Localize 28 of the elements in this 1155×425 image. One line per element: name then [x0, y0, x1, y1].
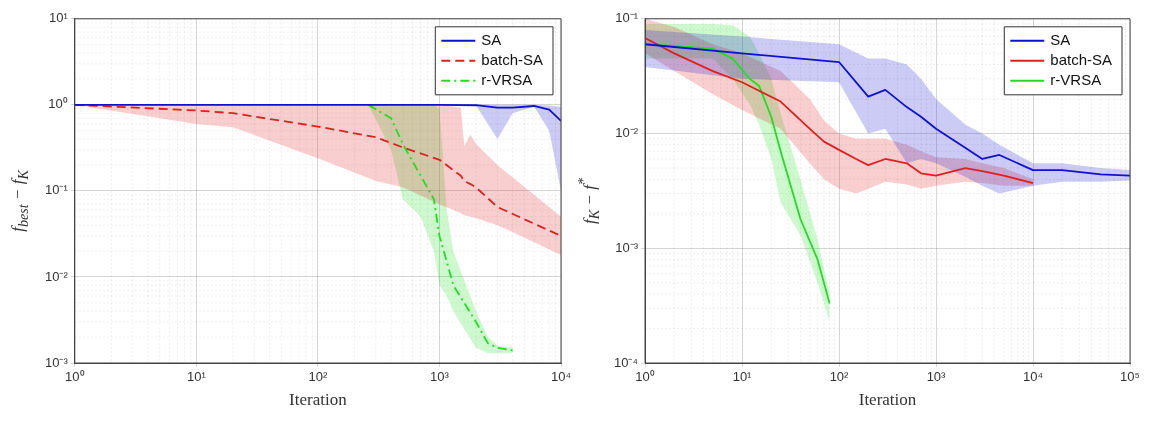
y-tick-label: 10⁻¹: [44, 182, 69, 198]
legend-label: r-VRSA: [1050, 70, 1102, 88]
legend-label: SA: [1050, 30, 1071, 48]
y-tick-label: 10⁻²: [615, 125, 639, 141]
legend-label: r-VRSA: [481, 70, 533, 88]
legend-label: batch-SA: [1050, 50, 1112, 68]
y-tick-label: 10⁻³: [44, 354, 69, 370]
y-tick-label: 10⁻⁴: [614, 354, 639, 370]
y-tick-label: 10⁻³: [615, 239, 639, 255]
x-tick-label: 10⁵: [1120, 369, 1140, 385]
x-tick-label: 10¹: [186, 369, 207, 385]
x-tick-label: 10³: [430, 369, 450, 385]
x-axis-title: Iteration: [858, 390, 917, 410]
x-axis-title: Iteration: [289, 390, 348, 410]
x-tick-label: 10³: [926, 369, 947, 385]
x-tick-label: 10²: [308, 369, 328, 385]
x-tick-label: 10⁴: [1022, 369, 1044, 385]
x-tick-label: 10⁰: [65, 369, 85, 385]
x-tick-label: 10²: [829, 369, 850, 385]
y-tick-label: 10⁰: [48, 96, 68, 112]
y-tick-label: 10⁻²: [44, 268, 69, 284]
x-tick-label: 10⁴: [550, 369, 572, 385]
x-tick-label: 10¹: [732, 369, 753, 385]
x-tick-label: 10⁰: [635, 369, 655, 385]
y-tick-label: 10⁻¹: [615, 10, 639, 26]
y-tick-label: 10¹: [48, 10, 69, 26]
legend-label: SA: [481, 30, 502, 48]
legend-label: batch-SA: [481, 50, 543, 68]
